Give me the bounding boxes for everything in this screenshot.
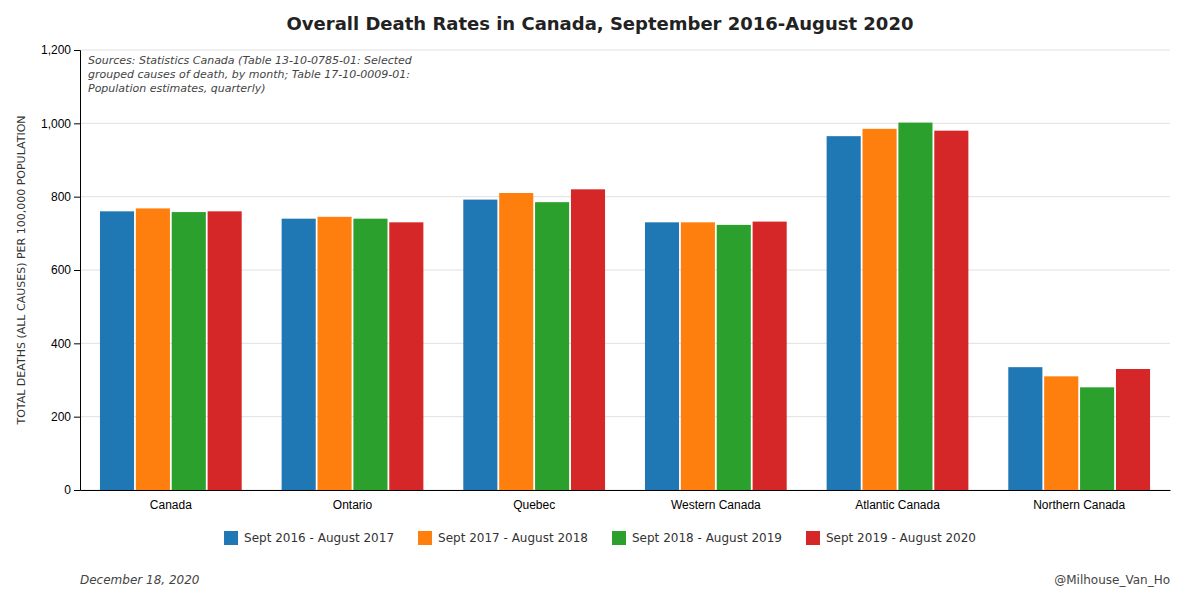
bar <box>1116 369 1150 490</box>
y-tick: 200 <box>51 410 80 424</box>
y-tick-mark <box>74 490 80 491</box>
bar-series <box>208 131 1150 490</box>
title: Overall Death Rates in Canada, September… <box>287 13 914 34</box>
bar <box>827 136 861 490</box>
source-note: Sources: Statistics Canada (Table 13-10-… <box>88 54 413 95</box>
y-tick: 400 <box>51 337 80 351</box>
legend-label: Sept 2018 - August 2019 <box>632 531 782 545</box>
legend-swatch <box>224 531 238 545</box>
bar <box>1008 367 1042 490</box>
bar <box>100 211 134 490</box>
x-tick-label: Ontario <box>333 498 373 512</box>
y-tick-mark <box>74 343 80 344</box>
legend-label: Sept 2016 - August 2017 <box>244 531 394 545</box>
legend: Sept 2016 - August 2017 Sept 2017 - Augus… <box>224 531 976 545</box>
legend-item: Sept 2018 - August 2019 <box>612 531 782 545</box>
bar <box>499 193 533 490</box>
y-tick-label: 800 <box>51 190 71 204</box>
bars <box>100 123 1150 490</box>
legend-label: Sept 2019 - August 2020 <box>826 531 976 545</box>
x-tick: Atlantic Canada <box>855 498 940 512</box>
grid <box>80 50 1170 490</box>
bar <box>681 222 715 490</box>
bar <box>318 217 352 490</box>
y-tick-mark <box>74 270 80 271</box>
y-tick-mark <box>74 197 80 198</box>
chart: 0 200 400 600 800 1,000 1,200 Canada Ontario Queb… <box>0 0 1200 600</box>
legend-swatch <box>418 531 432 545</box>
y-tick-label: 1,000 <box>41 117 71 131</box>
legend-item: Sept 2017 - August 2018 <box>418 531 588 545</box>
bar <box>389 222 423 490</box>
legend-swatch <box>806 531 820 545</box>
x-tick-label: Canada <box>150 498 192 512</box>
x-axis-line <box>81 490 1171 491</box>
bar <box>934 131 968 490</box>
legend-item: Sept 2019 - August 2020 <box>806 531 976 545</box>
bar <box>863 129 897 490</box>
y-tick: 1,000 <box>41 117 80 131</box>
y-tick-label: 200 <box>51 410 71 424</box>
bar <box>208 211 242 490</box>
bar <box>1080 387 1114 490</box>
y-axis: 0 200 400 600 800 1,000 1,200 <box>41 43 81 497</box>
y-tick-mark <box>74 50 80 51</box>
date-note: December 18, 2020 <box>80 573 200 587</box>
bar <box>753 222 787 490</box>
x-tick-label: Western Canada <box>671 498 761 512</box>
bar <box>717 225 751 490</box>
y-tick-label: 1,200 <box>41 43 71 57</box>
x-tick: Western Canada <box>671 498 761 512</box>
watermark: @Milhouse_Van_Ho <box>1054 573 1170 587</box>
bar <box>172 212 206 490</box>
grid-line <box>80 50 1170 51</box>
x-axis: Canada Ontario Quebec Western Canada Atlanti… <box>81 491 1171 512</box>
x-tick-label: Quebec <box>513 498 555 512</box>
grid-line <box>80 270 1170 271</box>
grid-line <box>80 123 1170 124</box>
bar-series <box>136 129 1078 490</box>
bar-series <box>172 123 1114 490</box>
bar <box>282 219 316 490</box>
y-tick-label: 400 <box>51 337 71 351</box>
y-tick: 800 <box>51 190 80 204</box>
grid-line <box>80 490 1170 491</box>
bar <box>535 202 569 490</box>
plot: 0 200 400 600 800 1,000 1,200 Canada Ontario Queb… <box>41 43 1171 511</box>
y-axis-line <box>74 51 81 491</box>
y-tick: 600 <box>51 263 80 277</box>
legend-label: Sept 2017 - August 2018 <box>438 531 588 545</box>
bar <box>898 123 932 490</box>
y-tick-label: 0 <box>64 483 71 497</box>
bar <box>1044 376 1078 490</box>
bar <box>571 189 605 490</box>
y-tick: 0 <box>64 483 80 497</box>
y-tick-mark <box>74 123 80 124</box>
x-tick: Ontario <box>333 498 373 512</box>
legend-swatch <box>612 531 626 545</box>
bar <box>136 208 170 490</box>
x-tick-label: Atlantic Canada <box>855 498 940 512</box>
x-tick: Canada <box>150 498 192 512</box>
y-tick-label: 600 <box>51 263 71 277</box>
y-axis-title: TOTAL DEATHS (ALL CAUSES) PER 100,000 PO… <box>15 115 28 425</box>
bar <box>645 222 679 490</box>
bar <box>463 200 497 490</box>
x-tick: Quebec <box>513 498 555 512</box>
x-tick-label: Northern Canada <box>1033 498 1125 512</box>
y-tick: 1,200 <box>41 43 80 57</box>
legend-item: Sept 2016 - August 2017 <box>224 531 394 545</box>
bar <box>353 219 387 490</box>
y-tick-mark <box>74 417 80 418</box>
grid-line <box>80 196 1170 197</box>
x-tick: Northern Canada <box>1033 498 1125 512</box>
grid-line <box>80 416 1170 417</box>
grid-line <box>80 343 1170 344</box>
